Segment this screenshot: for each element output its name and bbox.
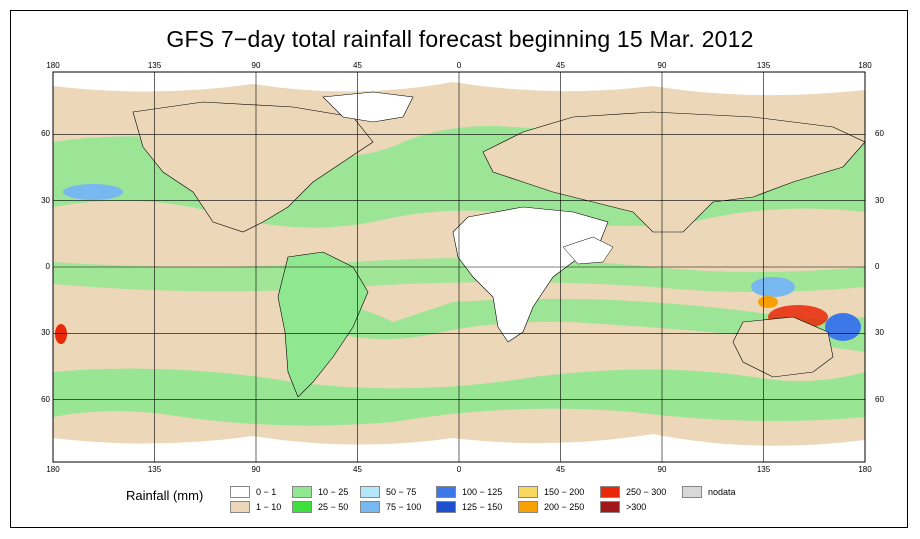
- greenland-land: [322, 91, 414, 123]
- longitude-tick-label: 135: [756, 465, 771, 474]
- legend-label: 125 − 150: [462, 502, 503, 512]
- longitude-tick-label: 45: [353, 465, 362, 474]
- rainfall-map: [52, 71, 866, 463]
- page-title: GFS 7−day total rainfall forecast beginn…: [166, 26, 754, 52]
- graticule: [53, 72, 865, 462]
- longitude-tick-label: 180: [858, 61, 872, 70]
- south-america-land: [277, 251, 369, 398]
- latitude-tick-label: 60: [875, 129, 884, 139]
- legend-label: >300: [626, 502, 647, 512]
- legend-label: 10 − 25: [318, 487, 349, 497]
- legend-label: 50 − 75: [386, 487, 417, 497]
- legend-swatch: [230, 501, 250, 513]
- longitude-tick-label: 180: [858, 465, 872, 474]
- legend-label: 200 − 250: [544, 502, 585, 512]
- legend-label: 250 − 300: [626, 487, 667, 497]
- legend-swatch: [518, 501, 538, 513]
- legend-title: Rainfall (mm): [126, 488, 204, 503]
- legend-swatch: [436, 486, 456, 498]
- legend-swatch: [518, 486, 538, 498]
- legend-label: 25 − 50: [318, 502, 349, 512]
- legend-swatch: [360, 486, 380, 498]
- figure-frame: [10, 10, 908, 528]
- latitude-tick-label: 60: [41, 394, 50, 404]
- legend-swatch: [292, 501, 312, 513]
- legend-swatch: [682, 486, 702, 498]
- south-convergence-band: [283, 292, 865, 352]
- longitude-tick-label: 180: [46, 465, 60, 474]
- longitude-tick-label: 180: [46, 61, 60, 70]
- legend-label: 1 − 10: [256, 502, 282, 512]
- longitude-tick-label: 0: [456, 61, 462, 70]
- legend-label: 75 − 100: [386, 502, 422, 512]
- north-pacific-heavy-rain: [63, 184, 123, 200]
- longitude-tick-label: 135: [147, 465, 162, 474]
- longitude-tick-label: 90: [657, 465, 667, 474]
- latitude-tick-label: 30: [41, 328, 50, 338]
- longitude-tick-label: 90: [251, 465, 261, 474]
- south-pacific-extreme-rain: [55, 324, 67, 344]
- legend-label: 0 − 1: [256, 487, 277, 497]
- arabia-land: [562, 236, 614, 265]
- eurasia-land: [482, 111, 865, 233]
- latitude-tick-label: 60: [41, 129, 50, 139]
- legend-label: 100 − 125: [462, 487, 503, 497]
- latitude-tick-label: 0: [45, 262, 50, 271]
- latitude-tick-label: 0: [875, 262, 880, 271]
- map-canvas: [52, 71, 866, 463]
- latitude-tick-label: 30: [41, 195, 50, 205]
- latitude-tick-label: 30: [875, 328, 884, 338]
- map-border: [52, 71, 866, 463]
- coral-sea-heavy-rain: [825, 313, 861, 341]
- longitude-tick-label: 0: [456, 465, 462, 474]
- longitude-tick-label: 135: [147, 61, 162, 70]
- legend-swatch: [230, 486, 250, 498]
- legend-swatch: [292, 486, 312, 498]
- longitude-tick-label: 45: [353, 61, 362, 70]
- latitude-tick-label: 60: [875, 394, 884, 404]
- longitude-tick-label: 45: [556, 61, 565, 70]
- philippines-extreme-rain: [758, 296, 778, 308]
- longitude-tick-label: 135: [756, 61, 771, 70]
- australia-land: [732, 316, 834, 378]
- legend-swatch: [600, 486, 620, 498]
- legend-label: 150 − 200: [544, 487, 585, 497]
- longitude-tick-label: 90: [251, 61, 261, 70]
- west-pacific-heavy-rain: [751, 277, 795, 297]
- longitude-tick-label: 45: [556, 465, 565, 474]
- legend-swatch: [436, 501, 456, 513]
- legend-swatch: [600, 501, 620, 513]
- legend-swatch: [360, 501, 380, 513]
- latitude-tick-label: 30: [875, 195, 884, 205]
- legend-label: nodata: [708, 487, 736, 497]
- longitude-tick-label: 90: [657, 61, 667, 70]
